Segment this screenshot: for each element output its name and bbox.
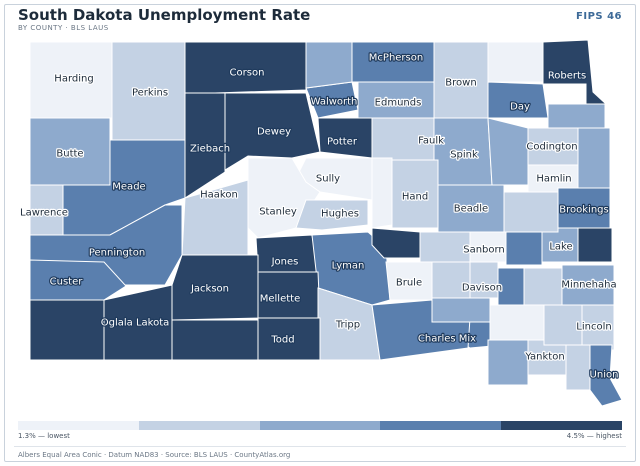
county-label-roberts: Roberts: [548, 71, 586, 82]
county-label-brookings: Brookings: [559, 205, 608, 216]
county-hyde[interactable]: [371, 157, 393, 229]
legend-swatch-2: [138, 421, 260, 430]
county-label-jackson: Jackson: [190, 284, 229, 295]
county-miner[interactable]: [505, 231, 543, 266]
county-label-pennington: Pennington: [89, 248, 145, 259]
legend-low-label: 1.3% — lowest: [18, 432, 70, 440]
state-map: Harding Perkins Corson McPherson Brown Robert…: [19, 39, 623, 407]
county-label-mellette: Mellette: [260, 294, 300, 305]
county-label-day: Day: [510, 102, 530, 113]
county-buffalo[interactable]: [371, 227, 421, 259]
county-label-corson: Corson: [230, 68, 265, 79]
legend-bar: [18, 421, 622, 430]
fips-badge: FIPS 46: [576, 11, 622, 22]
county-fall-river[interactable]: [29, 299, 105, 361]
county-label-stanley: Stanley: [259, 207, 297, 218]
county-label-davison: Davison: [462, 283, 502, 294]
county-label-brule: Brule: [396, 278, 422, 289]
map-credits: Albers Equal Area Conic · Datum NAD83 · …: [18, 451, 291, 459]
county-kingsbury[interactable]: [503, 191, 559, 233]
county-label-harding: Harding: [54, 74, 93, 85]
county-bennett[interactable]: [171, 319, 259, 361]
county-label-tripp: Tripp: [335, 320, 360, 331]
legend-swatch-4: [380, 421, 502, 430]
county-grant[interactable]: [547, 103, 606, 129]
county-moody[interactable]: [577, 227, 613, 263]
county-hutchinson[interactable]: [489, 304, 545, 341]
county-label-hughes: Hughes: [321, 209, 359, 220]
county-hughes[interactable]: [295, 199, 369, 231]
county-corson[interactable]: [184, 41, 307, 94]
county-label-charles-mix: Charles Mix: [418, 334, 476, 345]
county-clark[interactable]: [487, 117, 529, 186]
county-label-codington: Codington: [526, 142, 577, 153]
map-subtitle: BY COUNTY · BLS LAUS: [18, 24, 109, 32]
footer-divider: [14, 446, 626, 447]
county-label-brown: Brown: [445, 78, 476, 89]
county-label-spink: Spink: [450, 150, 478, 161]
county-label-lawrence: Lawrence: [20, 208, 68, 219]
county-label-butte: Butte: [56, 149, 83, 160]
county-day[interactable]: [487, 81, 549, 119]
county-label-perkins: Perkins: [132, 88, 168, 99]
county-marshall[interactable]: [487, 41, 544, 83]
county-label-hamlin: Hamlin: [536, 174, 571, 185]
county-label-sanborn: Sanborn: [463, 245, 505, 256]
county-label-potter: Potter: [327, 137, 358, 148]
county-label-ziebach: Ziebach: [190, 144, 230, 155]
county-label-union: Union: [590, 370, 619, 381]
county-douglas[interactable]: [431, 297, 491, 323]
legend-high-label: 4.5% — highest: [566, 432, 622, 440]
county-label-mcpherson: McPherson: [369, 53, 423, 64]
county-custer[interactable]: [29, 259, 127, 301]
county-label-hand: Hand: [402, 192, 428, 203]
legend-swatch-1: [18, 421, 139, 430]
county-bon-homme[interactable]: [487, 339, 529, 386]
county-clay[interactable]: [565, 344, 591, 391]
county-label-beadle: Beadle: [454, 204, 488, 215]
county-label-walworth: Walworth: [311, 97, 358, 108]
county-label-haakon: Haakon: [200, 190, 238, 201]
county-label-sully: Sully: [316, 174, 340, 185]
county-jackson[interactable]: [171, 254, 259, 321]
county-campbell[interactable]: [305, 41, 353, 89]
county-label-meade: Meade: [112, 182, 145, 193]
county-label-edmunds: Edmunds: [375, 98, 422, 109]
county-mccook[interactable]: [523, 267, 563, 306]
county-layer: [29, 39, 623, 407]
county-label-lake: Lake: [549, 242, 572, 253]
county-label-todd: Todd: [270, 335, 294, 346]
county-label-lyman: Lyman: [332, 261, 365, 272]
county-label-dewey: Dewey: [257, 127, 291, 138]
county-label-custer: Custer: [50, 277, 84, 288]
county-label-jones: Jones: [271, 257, 299, 268]
county-label-oglala-lakota: Oglala Lakota: [101, 318, 170, 329]
map-title: South Dakota Unemployment Rate: [18, 6, 311, 24]
county-label-faulk: Faulk: [418, 136, 444, 147]
county-label-lincoln: Lincoln: [576, 322, 611, 333]
legend-swatch-3: [259, 421, 381, 430]
county-deuel[interactable]: [577, 127, 611, 189]
county-label-yankton: Yankton: [524, 352, 564, 363]
legend-swatch-5: [501, 421, 622, 430]
county-label-minnehaha: Minnehaha: [561, 280, 616, 291]
label-layer: Harding Perkins Corson McPherson Brown Robert…: [19, 51, 620, 381]
